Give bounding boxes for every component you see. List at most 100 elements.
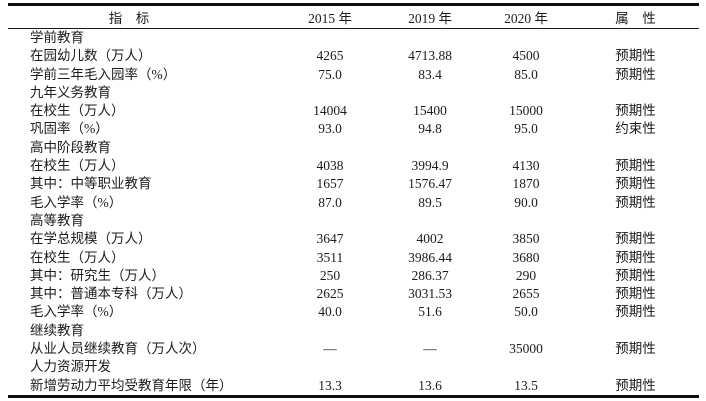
cell-y2015: [280, 84, 380, 102]
cell-y2019: 286.37: [411, 267, 449, 283]
section-row: 高中阶段教育: [8, 139, 699, 157]
column-header-2020: 2020 年: [480, 4, 572, 29]
cell-indicator: 高等教育: [30, 212, 84, 228]
table-row: 新增劳动力平均受教育年限（年） 13.3 13.6 13.5 预期性: [8, 377, 699, 397]
cell-indicator: 在校生（万人）: [30, 158, 125, 174]
cell-y2020: [480, 212, 572, 230]
cell-y2015: 13.3: [318, 377, 342, 393]
section-row: 继续教育: [8, 322, 699, 340]
cell-y2019: 51.6: [418, 304, 442, 320]
cell-y2019: 1576.47: [408, 176, 452, 192]
cell-indicator: 其中：普通本专科（万人）: [30, 286, 192, 302]
cell-attribute: 预期性: [615, 176, 656, 192]
cell-y2020: [480, 358, 572, 376]
cell-attribute: 约束性: [615, 121, 656, 137]
cell-attribute: 预期性: [615, 194, 656, 210]
cell-attribute: [572, 139, 699, 157]
cell-y2015: 75.0: [318, 66, 342, 82]
cell-attribute: 预期性: [615, 66, 656, 82]
cell-y2020: 4130: [512, 158, 540, 174]
cell-y2019: 83.4: [418, 66, 442, 82]
cell-y2020: 50.0: [514, 304, 538, 320]
cell-y2015: [280, 322, 380, 340]
education-statistics-table: 指 标 2015 年 2019 年 2020 年 属 性 学前教育 在园幼儿数（万…: [8, 3, 699, 398]
cell-y2019: 13.6: [418, 377, 442, 393]
cell-y2019: 3986.44: [408, 249, 452, 265]
table-body: 学前教育 在园幼儿数（万人） 4265 4713.88 4500 预期性 学前三年毛入园率（…: [8, 29, 699, 397]
cell-y2019: 3031.53: [408, 286, 452, 302]
cell-indicator: 学前教育: [30, 30, 84, 45]
section-row: 人力资源开发: [8, 358, 699, 376]
cell-y2015: 250: [319, 267, 341, 283]
cell-y2020: 4500: [512, 48, 540, 64]
cell-indicator: 巩固率（%）: [30, 121, 109, 137]
cell-indicator: 毛入学率（%）: [30, 194, 123, 210]
cell-y2015: [280, 139, 380, 157]
cell-attribute: 预期性: [615, 158, 656, 174]
section-row: 九年义务教育: [8, 84, 699, 102]
column-header-2019: 2019 年: [380, 4, 480, 29]
table-row: 在校生（万人） 14004 15400 15000 预期性: [8, 102, 699, 120]
cell-y2020: 15000: [509, 103, 543, 119]
cell-y2015: —: [323, 341, 337, 357]
cell-y2015: 3511: [316, 249, 344, 265]
cell-y2019: —: [423, 341, 437, 357]
table-row: 毛入学率（%） 87.0 89.5 90.0 预期性: [8, 194, 699, 212]
cell-y2020: [480, 322, 572, 340]
cell-indicator: 新增劳动力平均受教育年限（年）: [30, 377, 233, 393]
cell-y2015: 40.0: [318, 304, 342, 320]
table-row: 其中：研究生（万人） 250 286.37 290 预期性: [8, 267, 699, 285]
cell-y2015: 3647: [316, 231, 344, 247]
cell-indicator: 在校生（万人）: [30, 249, 125, 265]
cell-y2019: [380, 322, 480, 340]
cell-indicator: 继续教育: [30, 322, 84, 338]
cell-y2015: 14004: [313, 103, 347, 119]
header-row: 指 标 2015 年 2019 年 2020 年 属 性: [8, 4, 699, 29]
cell-y2020: [480, 139, 572, 157]
cell-y2020: [480, 29, 572, 48]
cell-y2015: [280, 29, 380, 48]
column-header-2015: 2015 年: [280, 4, 380, 29]
cell-indicator: 人力资源开发: [30, 359, 111, 375]
cell-indicator: 其中：中等职业教育: [30, 176, 152, 192]
cell-y2019: 94.8: [418, 121, 442, 137]
cell-attribute: 预期性: [615, 103, 656, 119]
cell-y2015: [280, 212, 380, 230]
cell-y2020: 13.5: [514, 377, 538, 393]
cell-y2020: 90.0: [514, 194, 538, 210]
cell-indicator: 高中阶段教育: [30, 139, 111, 155]
table-row: 其中：普通本专科（万人） 2625 3031.53 2655 预期性: [8, 285, 699, 303]
cell-y2020: 290: [515, 267, 537, 283]
cell-y2015: 2625: [316, 286, 344, 302]
table-row: 在校生（万人） 4038 3994.9 4130 预期性: [8, 157, 699, 175]
cell-y2019: [380, 358, 480, 376]
cell-y2020: 3680: [512, 249, 540, 265]
cell-indicator: 在校生（万人）: [30, 103, 125, 119]
table-row: 毛入学率（%） 40.0 51.6 50.0 预期性: [8, 303, 699, 321]
cell-attribute: 预期性: [615, 377, 656, 393]
cell-y2020: 3850: [512, 231, 540, 247]
cell-y2015: 93.0: [318, 121, 342, 137]
cell-y2019: 4002: [416, 231, 444, 247]
cell-y2019: [380, 29, 480, 48]
table-row: 在学总规模（万人） 3647 4002 3850 预期性: [8, 230, 699, 248]
cell-y2020: 2655: [512, 286, 540, 302]
cell-y2015: [280, 358, 380, 376]
cell-y2019: [380, 212, 480, 230]
cell-attribute: 预期性: [615, 48, 656, 64]
cell-attribute: [572, 212, 699, 230]
column-header-indicator: 指 标: [8, 4, 280, 29]
cell-y2019: 4713.88: [408, 48, 452, 64]
cell-indicator: 在学总规模（万人）: [30, 231, 152, 247]
cell-y2019: 89.5: [418, 194, 442, 210]
cell-y2015: 87.0: [318, 194, 342, 210]
cell-indicator: 从业人员继续教育（万人次）: [30, 341, 206, 357]
section-row: 高等教育: [8, 212, 699, 230]
cell-attribute: 预期性: [615, 341, 656, 357]
cell-indicator: 学前三年毛入园率（%）: [30, 66, 177, 82]
cell-attribute: [572, 29, 699, 48]
cell-attribute: 预期性: [615, 231, 656, 247]
cell-indicator: 毛入学率（%）: [30, 304, 123, 320]
cell-y2015: 4265: [316, 48, 344, 64]
cell-y2020: 95.0: [514, 121, 538, 137]
